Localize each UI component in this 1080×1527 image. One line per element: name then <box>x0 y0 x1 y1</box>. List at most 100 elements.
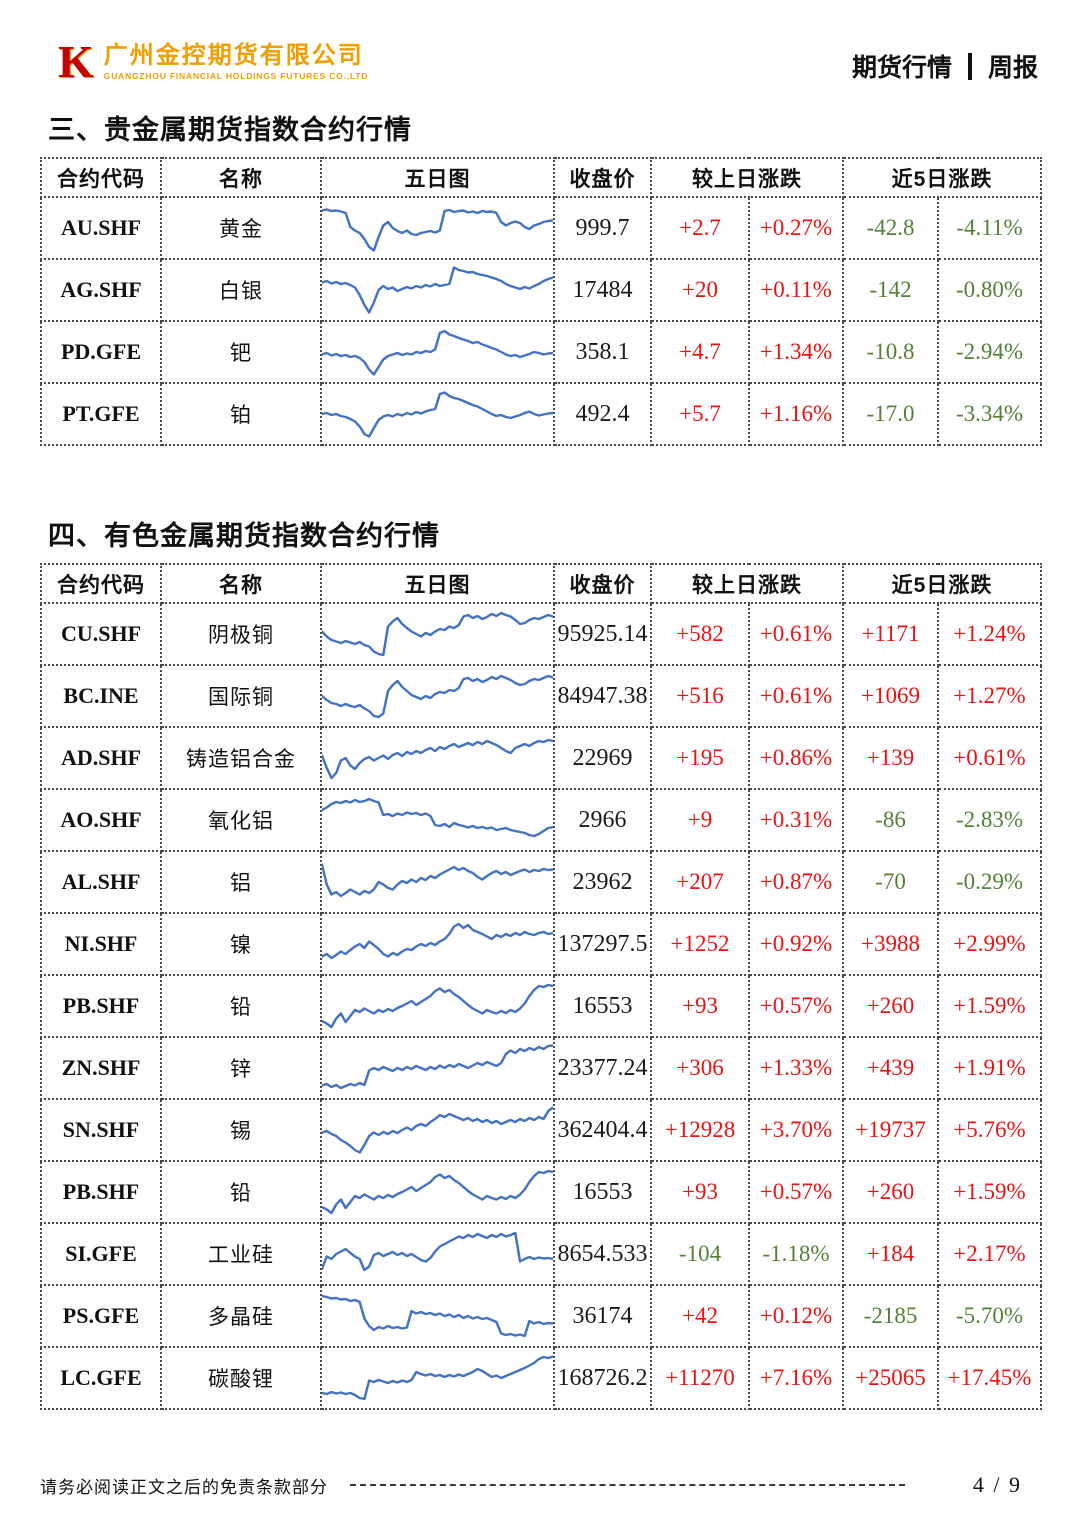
contract-name-cell: 铅 <box>160 974 322 1038</box>
table-row: AD.SHF 铸造铝合金 22969 +195 +0.86% +139 +0.61% <box>40 726 1042 790</box>
day-change-cell: +2.7 <box>650 196 750 260</box>
company-logo: K 广州金控期货有限公司 GUANGZHOU FINANCIAL HOLDING… <box>58 39 368 85</box>
five-day-change-pct-cell: +1.59% <box>937 974 1042 1038</box>
sparkline-cell <box>320 912 555 976</box>
day-change-pct-cell: +3.70% <box>748 1098 844 1162</box>
close-price-cell: 168726.2 <box>553 1346 652 1410</box>
contract-name-cell: 铅 <box>160 1160 322 1224</box>
day-change-pct-cell: +7.16% <box>748 1346 844 1410</box>
five-day-change-pct-cell: -3.34% <box>937 382 1042 446</box>
day-change-pct-cell: +1.34% <box>748 320 844 384</box>
day-change-cell: +9 <box>650 788 750 852</box>
table-header-row: 合约代码 名称 五日图 收盘价 较上日涨跌 近5日涨跌 <box>40 563 1042 604</box>
five-day-change-cell: +1171 <box>842 602 939 666</box>
contract-code-cell: NI.SHF <box>40 912 162 976</box>
contract-code-cell: PS.GFE <box>40 1284 162 1348</box>
page-footer: 请务必阅读正文之后的免责条款部分 4 / 9 <box>40 1472 1040 1498</box>
five-day-change-pct-cell: -5.70% <box>937 1284 1042 1348</box>
five-day-change-cell: -86 <box>842 788 939 852</box>
report-type-label: 期货行情 周报 <box>852 48 1038 84</box>
contract-code-cell: SN.SHF <box>40 1098 162 1162</box>
day-change-cell: +93 <box>650 1160 750 1224</box>
five-day-line-chart <box>323 674 552 719</box>
contract-code-cell: ZN.SHF <box>40 1036 162 1100</box>
contract-name-cell: 工业硅 <box>160 1222 322 1286</box>
five-day-line-chart <box>323 1044 552 1090</box>
five-day-change-cell: +19737 <box>842 1098 939 1162</box>
day-change-cell: +1252 <box>650 912 750 976</box>
close-price-cell: 358.1 <box>553 320 652 384</box>
five-day-change-cell: +3988 <box>842 912 939 976</box>
five-day-change-cell: +439 <box>842 1036 939 1100</box>
table-row: PB.SHF 铅 16553 +93 +0.57% +260 +1.59% <box>40 974 1042 1038</box>
col-header-name: 名称 <box>160 157 322 198</box>
table-header-row: 合约代码 名称 五日图 收盘价 较上日涨跌 近5日涨跌 <box>40 157 1042 198</box>
sparkline-cell <box>320 1284 555 1348</box>
five-day-line-chart <box>323 797 552 838</box>
five-day-change-pct-cell: +1.24% <box>937 602 1042 666</box>
five-day-change-cell: +139 <box>842 726 939 790</box>
five-day-line-chart <box>323 983 552 1029</box>
close-price-cell: 8654.533 <box>553 1222 652 1286</box>
col-header-chart: 五日图 <box>320 563 555 604</box>
contract-code-cell: CU.SHF <box>40 602 162 666</box>
contract-code-cell: AL.SHF <box>40 850 162 914</box>
five-day-change-cell: +184 <box>842 1222 939 1286</box>
five-day-line-chart <box>323 391 552 438</box>
col-header-day-change: 较上日涨跌 <box>650 563 844 604</box>
sparkline-cell <box>320 664 555 728</box>
table-row: AL.SHF 铝 23962 +207 +0.87% -70 -0.29% <box>40 850 1042 914</box>
col-header-five-day-change: 近5日涨跌 <box>842 157 1042 198</box>
five-day-line-chart <box>323 738 552 780</box>
five-day-change-cell: -2185 <box>842 1284 939 1348</box>
five-day-line-chart <box>323 1169 552 1215</box>
day-change-pct-cell: +0.61% <box>748 602 844 666</box>
contract-code-cell: PB.SHF <box>40 1160 162 1224</box>
five-day-change-pct-cell: -0.29% <box>937 850 1042 914</box>
contract-name-cell: 黄金 <box>160 196 322 260</box>
sparkline-cell <box>320 1036 555 1100</box>
col-header-code: 合约代码 <box>40 563 162 604</box>
day-change-cell: +207 <box>650 850 750 914</box>
day-change-pct-cell: +0.57% <box>748 974 844 1038</box>
day-change-cell: +5.7 <box>650 382 750 446</box>
five-day-change-pct-cell: +17.45% <box>937 1346 1042 1410</box>
day-change-pct-cell: +0.92% <box>748 912 844 976</box>
contract-name-cell: 国际铜 <box>160 664 322 728</box>
sparkline-cell <box>320 258 555 322</box>
contract-name-cell: 锌 <box>160 1036 322 1100</box>
five-day-change-pct-cell: +1.27% <box>937 664 1042 728</box>
contract-name-cell: 镍 <box>160 912 322 976</box>
table-row: NI.SHF 镍 137297.5 +1252 +0.92% +3988 +2.99% <box>40 912 1042 976</box>
day-change-cell: +11270 <box>650 1346 750 1410</box>
contract-code-cell: AD.SHF <box>40 726 162 790</box>
close-price-cell: 17484 <box>553 258 652 322</box>
nonferrous-metals-table: 合约代码 名称 五日图 收盘价 较上日涨跌 近5日涨跌 CU.SHF 阴极铜 95925.14… <box>40 563 1042 1410</box>
five-day-line-chart <box>323 1231 552 1272</box>
five-day-change-pct-cell: +1.59% <box>937 1160 1042 1224</box>
day-change-pct-cell: +1.33% <box>748 1036 844 1100</box>
col-header-five-day-change: 近5日涨跌 <box>842 563 1042 604</box>
five-day-change-pct-cell: +0.61% <box>937 726 1042 790</box>
contract-code-cell: PT.GFE <box>40 382 162 446</box>
contract-code-cell: PD.GFE <box>40 320 162 384</box>
page-number: 4 / 9 <box>972 1472 1022 1497</box>
table-row: AU.SHF 黄金 999.7 +2.7 +0.27% -42.8 -4.11% <box>40 196 1042 260</box>
contract-name-cell: 碳酸锂 <box>160 1346 322 1410</box>
col-header-name: 名称 <box>160 563 322 604</box>
sparkline-cell <box>320 602 555 666</box>
table-row: LC.GFE 碳酸锂 168726.2 +11270 +7.16% +25065 +17.4… <box>40 1346 1042 1410</box>
table-row: AG.SHF 白银 17484 +20 +0.11% -142 -0.80% <box>40 258 1042 322</box>
vertical-divider <box>967 52 972 80</box>
disclaimer-text: 请务必阅读正文之后的免责条款部分 <box>40 1477 328 1497</box>
close-price-cell: 36174 <box>553 1284 652 1348</box>
five-day-change-pct-cell: +1.91% <box>937 1036 1042 1100</box>
day-change-cell: +582 <box>650 602 750 666</box>
close-price-cell: 16553 <box>553 1160 652 1224</box>
sparkline-cell <box>320 974 555 1038</box>
table-row: AO.SHF 氧化铝 2966 +9 +0.31% -86 -2.83% <box>40 788 1042 852</box>
sparkline-cell <box>320 320 555 384</box>
day-change-pct-cell: +0.61% <box>748 664 844 728</box>
five-day-change-pct-cell: -0.80% <box>937 258 1042 322</box>
day-change-cell: +42 <box>650 1284 750 1348</box>
